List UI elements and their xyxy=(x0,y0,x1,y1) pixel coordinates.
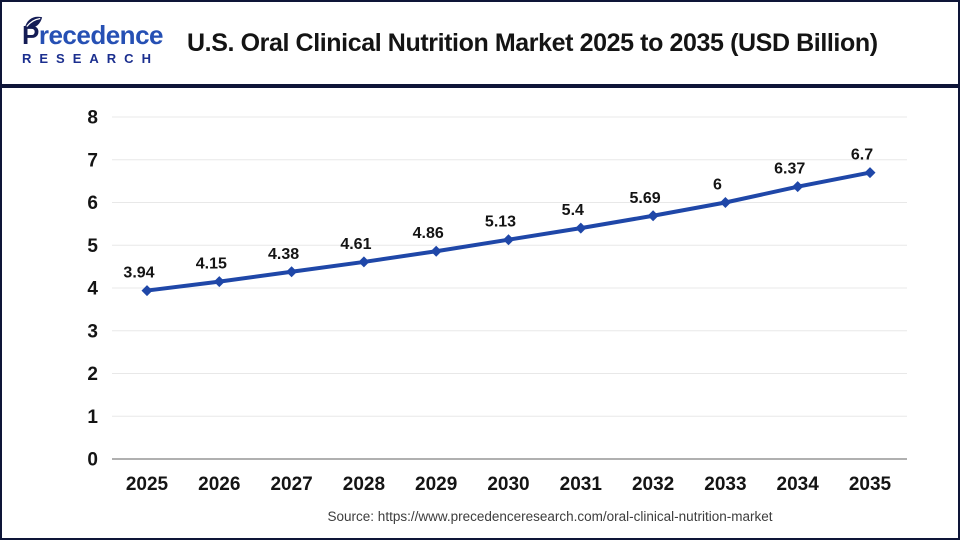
data-point-marker xyxy=(213,276,225,288)
data-point-label: 3.94 xyxy=(123,265,154,282)
y-axis-tick-label: 6 xyxy=(87,193,98,214)
y-axis-tick-label: 5 xyxy=(87,236,98,257)
data-point-marker xyxy=(647,210,659,222)
brand-subtitle: RESEARCH xyxy=(22,50,159,66)
brand-initial: P xyxy=(22,19,39,50)
x-axis-tick-label: 2028 xyxy=(343,474,385,495)
data-point-marker xyxy=(430,245,442,257)
y-axis-tick-label: 1 xyxy=(87,407,98,428)
brand-logo: Precedence RESEARCH xyxy=(22,16,164,66)
x-axis-tick-label: 2027 xyxy=(270,474,312,495)
data-point-label: 6.37 xyxy=(774,161,805,178)
x-axis-tick-label: 2029 xyxy=(415,474,457,495)
data-point-marker xyxy=(719,197,731,208)
data-point-marker xyxy=(286,266,298,278)
source-text: Source: https://www.precedenceresearch.c… xyxy=(327,509,773,524)
data-point-label: 4.15 xyxy=(196,256,227,273)
data-point-label: 5.13 xyxy=(485,214,516,231)
data-point-marker xyxy=(864,167,876,179)
x-axis-tick-label: 2025 xyxy=(126,474,169,495)
x-axis-tick-label: 2033 xyxy=(704,474,746,495)
data-point-label: 4.86 xyxy=(413,225,444,242)
data-point-label: 6.7 xyxy=(851,147,873,164)
data-point-label: 4.61 xyxy=(340,236,371,253)
leaf-icon xyxy=(24,16,43,28)
y-axis-tick-label: 4 xyxy=(87,279,98,300)
x-axis-tick-label: 2031 xyxy=(560,474,603,495)
chart-title: U.S. Oral Clinical Nutrition Market 2025… xyxy=(187,28,878,57)
data-point-marker xyxy=(358,256,370,268)
y-axis-tick-label: 0 xyxy=(87,450,98,471)
data-point-label: 5.4 xyxy=(562,202,584,219)
series-line xyxy=(145,170,872,293)
y-axis-tick-label: 8 xyxy=(87,108,98,129)
data-point-marker xyxy=(503,234,514,246)
data-point-marker xyxy=(575,222,587,234)
y-axis-tick-label: 2 xyxy=(87,364,98,385)
x-axis-tick-label: 2035 xyxy=(849,474,892,495)
x-axis-tick-label: 2026 xyxy=(198,474,240,495)
data-point-label: 6 xyxy=(713,177,722,194)
brand-rest: recedence xyxy=(38,19,164,50)
data-point-label: 5.69 xyxy=(630,190,661,207)
data-point-marker xyxy=(141,285,153,297)
data-point-label: 4.38 xyxy=(268,246,299,263)
x-axis-tick-label: 2032 xyxy=(632,474,674,495)
header: Precedence RESEARCH U.S. Oral Clinical N… xyxy=(2,2,958,88)
data-point-marker xyxy=(792,181,804,193)
y-axis-tick-label: 7 xyxy=(87,150,98,171)
x-axis-tick-label: 2034 xyxy=(777,474,820,495)
x-axis-tick-label: 2030 xyxy=(487,474,529,495)
y-axis-tick-label: 3 xyxy=(87,321,98,342)
brand-name: Precedence xyxy=(22,19,164,50)
